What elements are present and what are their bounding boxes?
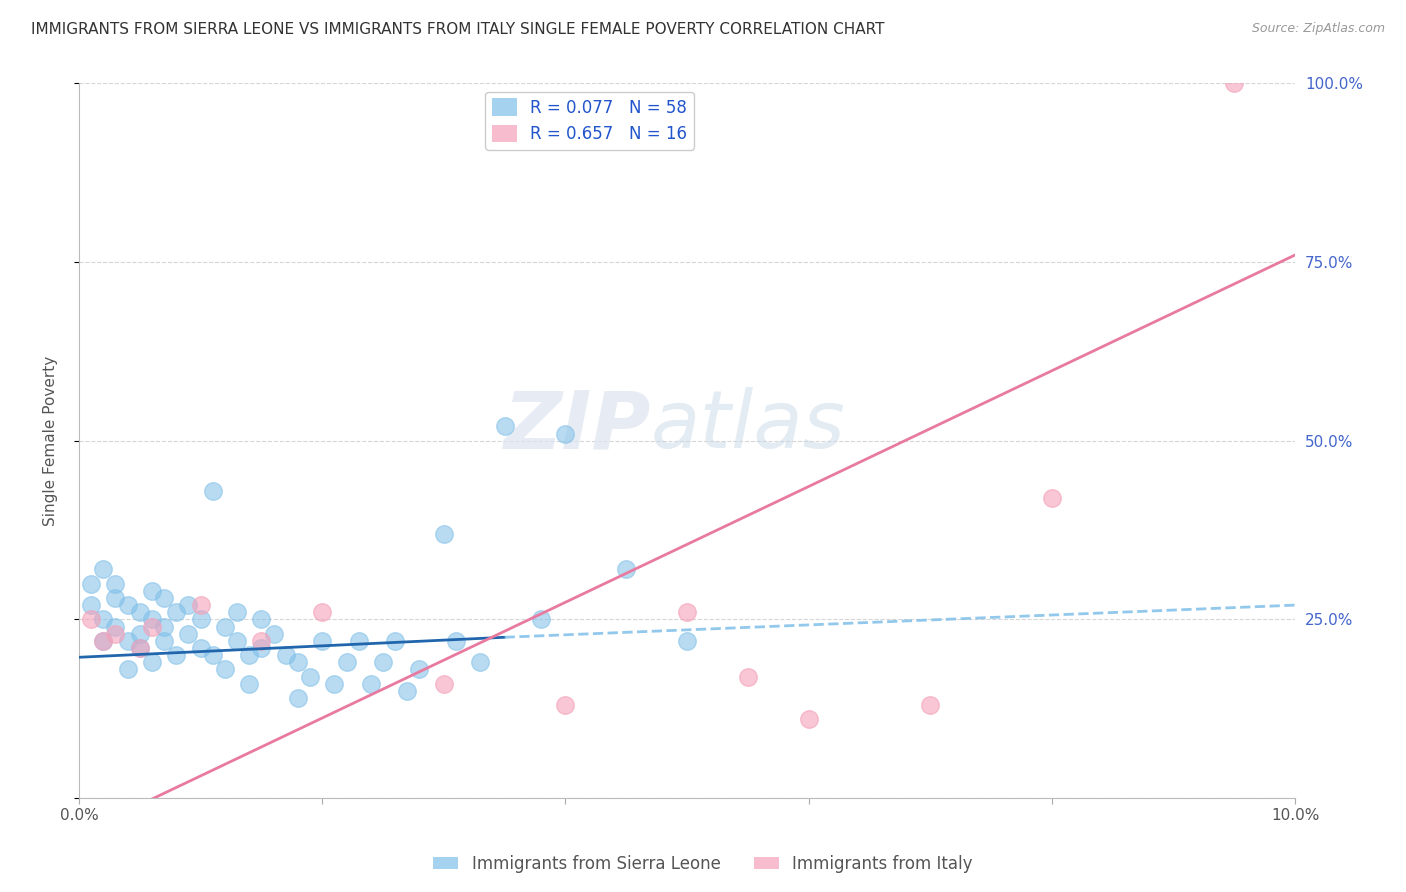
Immigrants from Sierra Leone (165, 605, 187, 619)
Immigrants from Sierra Leone (80, 598, 103, 612)
Immigrants from Sierra Leone (250, 612, 273, 626)
Immigrants from Sierra Leone (141, 612, 163, 626)
Immigrants from Sierra Leone (128, 605, 150, 619)
Immigrants from Sierra Leone (226, 605, 249, 619)
Immigrants from Sierra Leone (274, 648, 297, 662)
Immigrants from Italy (1040, 491, 1063, 505)
Immigrants from Sierra Leone (214, 619, 236, 633)
Immigrants from Sierra Leone (347, 633, 370, 648)
Immigrants from Sierra Leone (141, 583, 163, 598)
Immigrants from Sierra Leone (299, 669, 322, 683)
Immigrants from Sierra Leone (117, 662, 139, 676)
Immigrants from Sierra Leone (250, 640, 273, 655)
Legend: R = 0.077   N = 58, R = 0.657   N = 16: R = 0.077 N = 58, R = 0.657 N = 16 (485, 92, 695, 150)
Immigrants from Sierra Leone (433, 526, 456, 541)
Immigrants from Sierra Leone (494, 419, 516, 434)
Immigrants from Sierra Leone (614, 562, 637, 576)
Immigrants from Italy (676, 605, 699, 619)
Immigrants from Sierra Leone (530, 612, 553, 626)
Immigrants from Italy (128, 640, 150, 655)
Immigrants from Sierra Leone (117, 633, 139, 648)
Immigrants from Sierra Leone (201, 648, 224, 662)
Immigrants from Sierra Leone (323, 677, 346, 691)
Immigrants from Sierra Leone (384, 633, 406, 648)
Immigrants from Sierra Leone (165, 648, 187, 662)
Immigrants from Sierra Leone (470, 655, 492, 669)
Immigrants from Sierra Leone (554, 426, 576, 441)
Y-axis label: Single Female Poverty: Single Female Poverty (44, 356, 58, 526)
Immigrants from Italy (920, 698, 942, 713)
Immigrants from Sierra Leone (91, 562, 114, 576)
Immigrants from Sierra Leone (360, 677, 382, 691)
Immigrants from Sierra Leone (128, 626, 150, 640)
Immigrants from Sierra Leone (91, 633, 114, 648)
Immigrants from Sierra Leone (141, 655, 163, 669)
Immigrants from Italy (737, 669, 759, 683)
Immigrants from Italy (311, 605, 333, 619)
Immigrants from Sierra Leone (201, 483, 224, 498)
Immigrants from Sierra Leone (676, 633, 699, 648)
Immigrants from Sierra Leone (153, 619, 176, 633)
Immigrants from Sierra Leone (128, 640, 150, 655)
Immigrants from Sierra Leone (287, 655, 309, 669)
Immigrants from Sierra Leone (238, 648, 260, 662)
Immigrants from Italy (433, 677, 456, 691)
Immigrants from Sierra Leone (238, 677, 260, 691)
Immigrants from Sierra Leone (335, 655, 357, 669)
Immigrants from Sierra Leone (177, 626, 200, 640)
Immigrants from Sierra Leone (117, 598, 139, 612)
Immigrants from Sierra Leone (408, 662, 430, 676)
Immigrants from Sierra Leone (396, 684, 419, 698)
Text: ZIP: ZIP (503, 387, 651, 466)
Immigrants from Italy (1223, 77, 1246, 91)
Immigrants from Italy (141, 619, 163, 633)
Text: Source: ZipAtlas.com: Source: ZipAtlas.com (1251, 22, 1385, 36)
Immigrants from Sierra Leone (190, 612, 212, 626)
Immigrants from Italy (104, 626, 127, 640)
Legend: Immigrants from Sierra Leone, Immigrants from Italy: Immigrants from Sierra Leone, Immigrants… (426, 848, 980, 880)
Immigrants from Sierra Leone (104, 591, 127, 605)
Immigrants from Sierra Leone (153, 633, 176, 648)
Immigrants from Sierra Leone (287, 691, 309, 706)
Text: atlas: atlas (651, 387, 845, 466)
Immigrants from Sierra Leone (311, 633, 333, 648)
Immigrants from Sierra Leone (214, 662, 236, 676)
Immigrants from Sierra Leone (263, 626, 285, 640)
Immigrants from Sierra Leone (80, 576, 103, 591)
Immigrants from Sierra Leone (91, 612, 114, 626)
Immigrants from Sierra Leone (444, 633, 467, 648)
Immigrants from Italy (250, 633, 273, 648)
Immigrants from Sierra Leone (153, 591, 176, 605)
Immigrants from Italy (80, 612, 103, 626)
Immigrants from Sierra Leone (371, 655, 394, 669)
Immigrants from Sierra Leone (226, 633, 249, 648)
Immigrants from Italy (554, 698, 576, 713)
Text: IMMIGRANTS FROM SIERRA LEONE VS IMMIGRANTS FROM ITALY SINGLE FEMALE POVERTY CORR: IMMIGRANTS FROM SIERRA LEONE VS IMMIGRAN… (31, 22, 884, 37)
Immigrants from Sierra Leone (190, 640, 212, 655)
Immigrants from Sierra Leone (104, 619, 127, 633)
Immigrants from Sierra Leone (104, 576, 127, 591)
Immigrants from Sierra Leone (177, 598, 200, 612)
Immigrants from Italy (91, 633, 114, 648)
Immigrants from Italy (797, 713, 820, 727)
Immigrants from Italy (190, 598, 212, 612)
